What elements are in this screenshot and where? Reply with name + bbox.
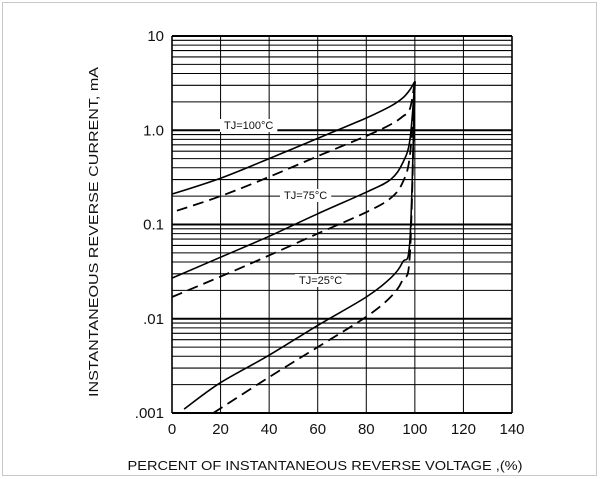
y-tick-label: .001	[135, 405, 164, 422]
x-tick-label: 100	[402, 421, 427, 438]
series-annotation: TJ=100°C	[224, 120, 273, 132]
x-tick-label: 20	[212, 421, 229, 438]
tick-labels: 0 20 40 60 80 100 120 140 .001 .01 0.1 1.0 10	[135, 28, 525, 438]
x-tick-label: 60	[309, 421, 326, 438]
series-annotation: TJ=25°C	[299, 275, 342, 287]
series-line-4-dashed	[171, 81, 416, 298]
annotations: TJ=100°C TJ=75°C TJ=25°C	[220, 119, 347, 287]
y-tick-label: 0.1	[143, 217, 164, 234]
series-line-6-dashed	[212, 81, 416, 414]
y-tick-label: 10	[147, 28, 164, 45]
grid	[171, 35, 513, 414]
annotation-background	[295, 274, 347, 287]
x-tick-label: 0	[168, 421, 176, 438]
series-annotation: TJ=75°C	[284, 190, 327, 202]
y-tick-label: 1.0	[143, 122, 164, 139]
series-line-2-dashed	[176, 81, 416, 212]
y-axis-label: INSTANTANEOUS REVERSE CURRENT, mA	[86, 67, 101, 397]
annotation-background	[280, 189, 332, 202]
series-line-3-solid	[171, 81, 416, 279]
y-tick-label: .01	[143, 311, 164, 328]
series-group	[171, 80, 416, 414]
x-tick-label: 120	[451, 421, 476, 438]
annotation-background	[220, 119, 278, 132]
series-line-1-solid	[171, 80, 416, 195]
x-tick-label: 140	[499, 421, 524, 438]
x-tick-label: 80	[358, 421, 375, 438]
x-axis-label: PERCENT OF INSTANTANEOUS REVERSE VOLTAGE…	[128, 458, 523, 473]
x-tick-label: 40	[261, 421, 278, 438]
